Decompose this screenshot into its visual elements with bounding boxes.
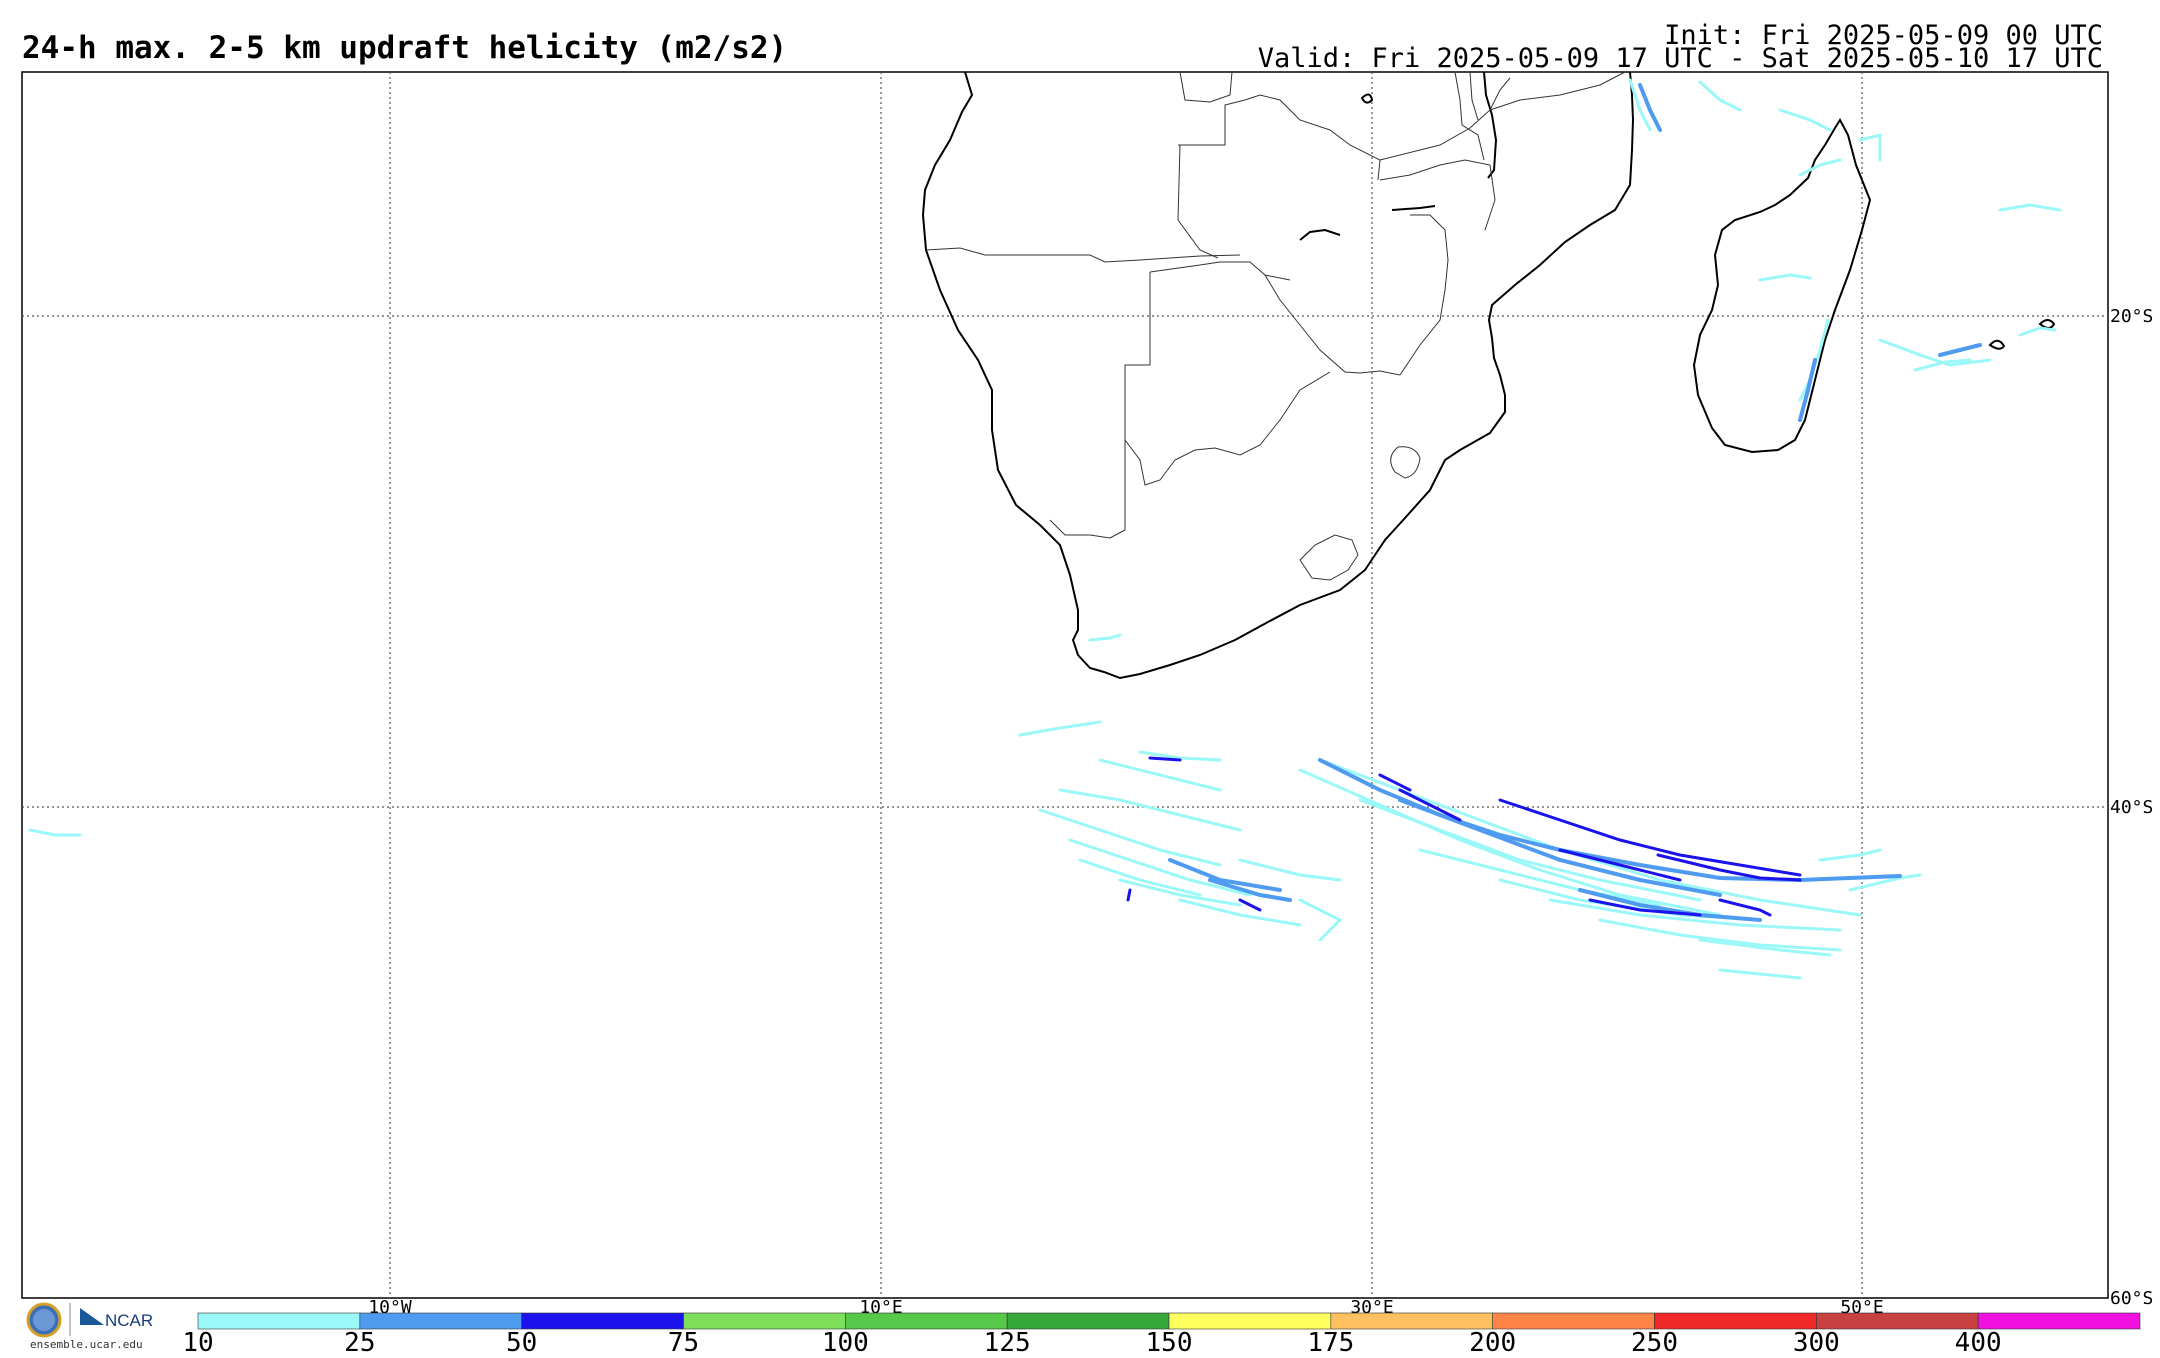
colorbar-swatch [359, 1312, 522, 1330]
colorbar-label: 300 [1792, 1328, 1840, 1358]
border-tanzania-east [1489, 71, 1626, 111]
border-angola-zambia [1177, 144, 1219, 259]
madagascar-coastline [1692, 118, 1872, 454]
border-botswana-north [1149, 261, 1291, 281]
coastlines [921, 71, 2056, 680]
helicity-swaths [28, 78, 2062, 980]
nsf-logo [26, 1302, 62, 1338]
africa-coastline [921, 71, 1635, 680]
border-south-africa-north [1049, 519, 1126, 539]
border-lesotho [1299, 534, 1359, 581]
mauritius [1988, 339, 2006, 350]
colorbar-label: 175 [1307, 1328, 1355, 1358]
colorbar-label: 125 [983, 1328, 1031, 1358]
lake-kariba-inner [1391, 205, 1436, 211]
logo-url: ensemble.ucar.edu [30, 1338, 143, 1351]
ncar-logo-text: NCAR [105, 1311, 154, 1330]
colorbar-swatch [1330, 1312, 1493, 1330]
lake-victoria-edge [1360, 93, 1374, 104]
colorbar-label: 400 [1954, 1328, 2002, 1358]
colorbar [197, 1312, 2141, 1330]
colorbar-swatch [845, 1312, 1008, 1330]
border-zambia-drc [1179, 71, 1233, 103]
map-frame [21, 71, 2109, 1299]
border-angola-namibia [925, 247, 1241, 263]
lat-label-20s: 20°S [2110, 306, 2153, 327]
colorbar-label: 250 [1631, 1328, 1678, 1358]
border-zambia [1178, 94, 1381, 181]
border-namibia-botswana [1124, 272, 1151, 530]
helicity-swath-strong [1126, 756, 1802, 917]
colorbar-label: 50 [506, 1328, 538, 1358]
colorbar-swatch [521, 1312, 684, 1330]
colorbar-swatch [1816, 1312, 1979, 1330]
helicity-swath-light [28, 78, 2062, 980]
border-zimbabwe-mozambique [1399, 214, 1449, 376]
border-botswana-east [1264, 274, 1401, 376]
border-swaziland [1390, 446, 1421, 479]
colorbar-swatch [1006, 1312, 1170, 1330]
colorbar-swatch [1977, 1312, 2141, 1330]
border-botswana-south [1124, 371, 1331, 486]
colorbar-label: 200 [1469, 1328, 1517, 1358]
colorbar-swatch [683, 1312, 846, 1330]
colorbar-swatch [1168, 1312, 1332, 1330]
country-borders [925, 71, 1626, 581]
ncar-logo-mark [80, 1308, 104, 1325]
lat-labels: 20°S 40°S 60°S [2110, 306, 2153, 1309]
border-lake-malawi-west [1469, 71, 1479, 121]
lat-label-40s: 40°S [2110, 797, 2153, 818]
colorbar-label: 10 [182, 1328, 214, 1358]
colorbar-label: 150 [1145, 1328, 1193, 1358]
colorbar-label: 75 [667, 1328, 700, 1358]
border-malawi-west [1454, 71, 1485, 161]
colorbar-swatch [197, 1312, 361, 1330]
map-title: 24-h max. 2-5 km updraft helicity (m2/s2… [22, 30, 788, 66]
lake-malawi [1483, 71, 1498, 179]
graticule [22, 72, 2108, 1298]
lat-label-60s: 60°S [2110, 1288, 2153, 1309]
helicity-swath-medium [1168, 83, 1982, 922]
border-mozambique-inner [1379, 159, 1496, 231]
colorbar-swatch [1654, 1312, 1817, 1330]
valid-time: Valid: Fri 2025-05-09 17 UTC - Sat 2025-… [1257, 43, 2103, 74]
init-time: Init: Fri 2025-05-09 00 UTC [1664, 20, 2103, 51]
colorbar-label: 25 [344, 1328, 376, 1358]
colorbar-swatch [1492, 1312, 1655, 1330]
border-tanzania [1379, 77, 1511, 161]
colorbar-label: 100 [821, 1328, 869, 1358]
lake-kariba [1299, 228, 1341, 241]
